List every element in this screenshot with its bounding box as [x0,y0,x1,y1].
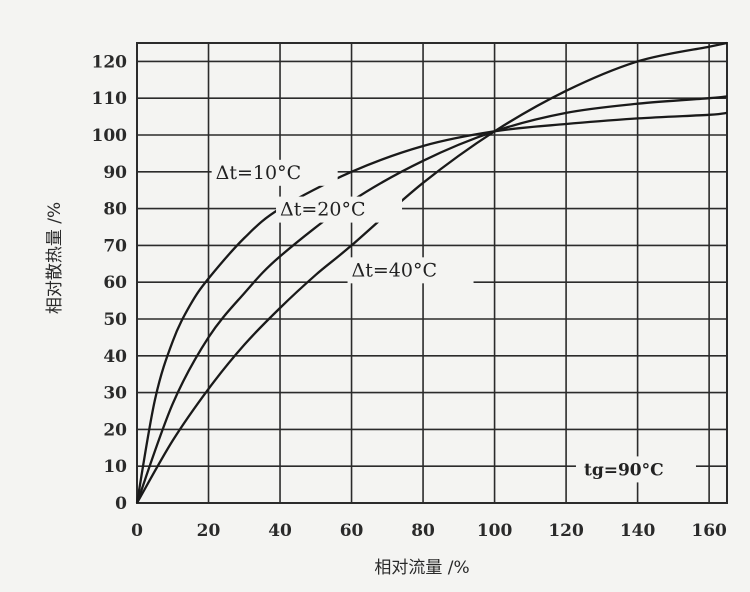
curve-label-1: Δt=10°C [216,162,302,184]
x-tick-label: 0 [131,521,143,541]
annotation-tg: tg=90°C [584,460,664,480]
y-tick-label: 100 [92,126,128,146]
y-tick-label: 80 [103,200,127,220]
x-tick-label: 140 [620,521,656,541]
x-tick-label: 100 [477,521,513,541]
x-tick-label: 40 [268,521,292,541]
series-line-3 [136,41,728,504]
curve-label-background [276,196,403,223]
annotation-background [575,456,696,483]
y-tick-label: 30 [103,384,127,404]
x-tick-label: 160 [691,521,727,541]
curve-label-background [347,257,474,284]
y-tick-label: 90 [103,163,127,183]
x-tick-label: 80 [411,521,435,541]
plot-frame [136,42,728,504]
y-axis-title: 相对散热量 /% [45,202,65,314]
curve-labels: Δt=10°C Δt=20°C Δt=40°C [211,159,474,284]
y-tick-label: 20 [103,420,127,440]
series-line-2 [135,95,728,504]
y-tick-label: 120 [92,52,128,72]
curve-label-3: Δt=40°C [352,259,438,281]
y-tick-label: 0 [115,494,127,514]
x-tick-label: 60 [340,521,364,541]
y-tick-label: 70 [103,236,127,256]
y-tick-labels: 0 10 20 30 40 50 60 70 80 90 100 110 120 [92,52,128,514]
curve-label-background [211,159,338,186]
x-tick-label: 120 [548,521,584,541]
y-tick-label: 40 [103,347,127,367]
x-axis-title: 相对流量 /% [374,558,469,578]
y-tick-label: 60 [103,273,127,293]
y-tick-label: 110 [92,89,128,109]
y-tick-label: 50 [103,310,127,330]
x-tick-label: 20 [197,521,221,541]
curve-label-2: Δt=20°C [280,199,366,221]
x-tick-labels: 0 20 40 60 80 100 120 140 160 [131,521,727,541]
y-tick-label: 10 [103,457,127,477]
